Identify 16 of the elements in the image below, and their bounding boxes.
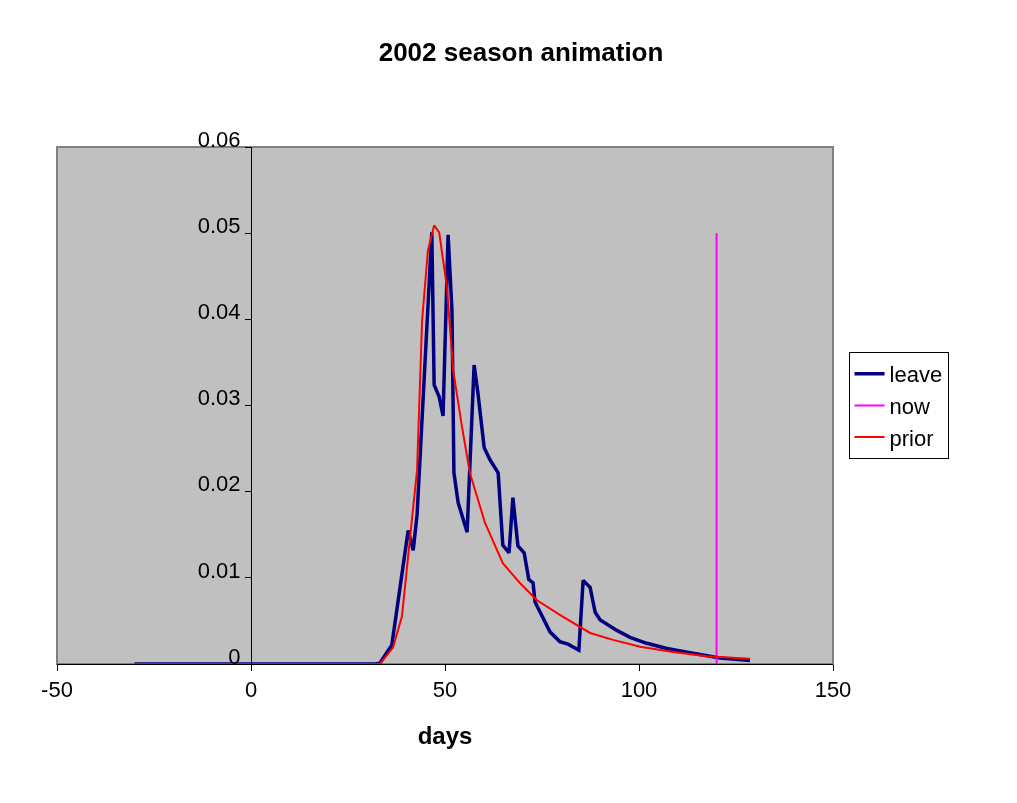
y-tick-label: 0.04: [197, 299, 241, 325]
legend-label: prior: [889, 425, 934, 451]
x-tick-label: -50: [41, 677, 73, 703]
y-tick-label: 0.03: [197, 385, 241, 411]
chart-title: 2002 season animation: [378, 37, 664, 68]
legend-label: leave: [889, 362, 943, 388]
x-axis-title: days: [417, 721, 473, 749]
y-tick-label: 0.06: [197, 126, 241, 152]
legend-label: now: [889, 393, 930, 419]
x-tick-label: 50: [432, 677, 458, 703]
y-tick-label: 0.01: [197, 557, 241, 583]
x-tick-label: 100: [620, 677, 658, 703]
x-tick-label: 150: [814, 677, 852, 703]
x-tick-label: 0: [244, 677, 258, 703]
y-tick-label: 0.05: [197, 212, 241, 238]
y-tick-label: 0.02: [197, 471, 241, 497]
